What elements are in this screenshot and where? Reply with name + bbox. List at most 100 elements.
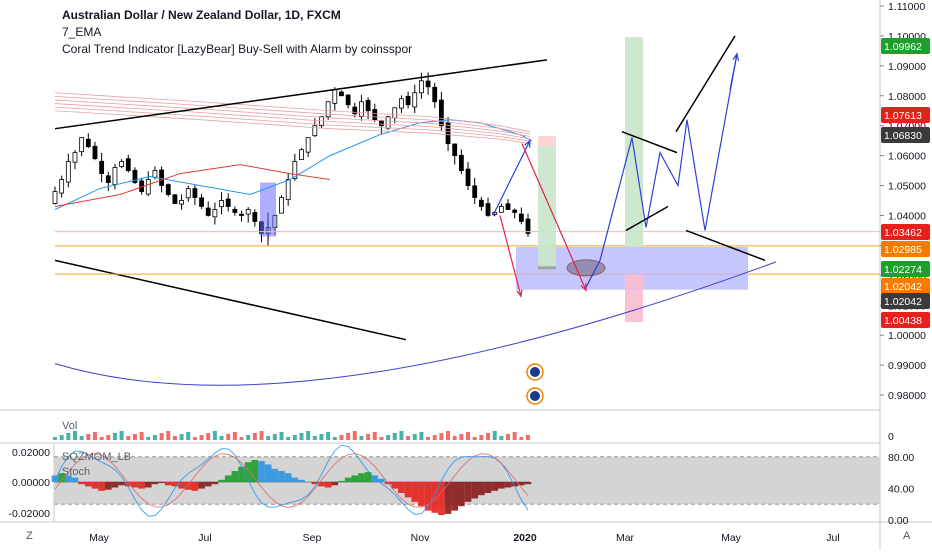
- candle-body: [379, 120, 384, 127]
- volume-bar: [272, 434, 277, 440]
- channel-line: [685, 229, 766, 262]
- candle-body: [152, 170, 158, 178]
- volume-bar: [439, 433, 444, 440]
- osc-right-tick-label: 0.00: [888, 515, 909, 527]
- indicator-coral-label: Coral Trend Indicator [LazyBear] Buy-Sel…: [62, 42, 413, 56]
- candle-body: [85, 138, 91, 148]
- volume-bar: [146, 437, 151, 440]
- squeeze-bar: [318, 482, 325, 487]
- volume-bar: [446, 431, 451, 440]
- price-tick-label: 1.08000: [888, 91, 926, 103]
- candle-body: [465, 168, 471, 186]
- squeeze-bar: [231, 471, 239, 482]
- arrow-down-2: [521, 143, 587, 291]
- squeeze-bar: [131, 482, 139, 488]
- arrow-up-1: [492, 140, 531, 216]
- candle-body: [365, 99, 371, 112]
- coral-ribbon-line: [54, 92, 531, 133]
- volume-bar: [319, 434, 324, 440]
- candle-body: [225, 198, 231, 207]
- volume-bar: [339, 435, 344, 440]
- squeeze-bar: [311, 482, 319, 485]
- arrow-down-1: [499, 215, 522, 297]
- stoch-d-line: [54, 453, 529, 508]
- channel-line: [621, 130, 678, 154]
- candle-body: [339, 91, 344, 97]
- squeeze-bar: [191, 482, 199, 491]
- volume-bar: [66, 433, 71, 440]
- volume-bar: [246, 435, 251, 440]
- osc-left-tick-label: 0.02000: [12, 447, 50, 459]
- candle-body: [212, 209, 218, 218]
- volume-bar: [406, 436, 411, 440]
- channel-line: [625, 205, 669, 232]
- volume-bar: [199, 435, 204, 440]
- candle-body: [285, 179, 291, 200]
- candle-body: [59, 179, 65, 194]
- squeeze-bar: [491, 482, 499, 491]
- squeeze-bar: [464, 482, 472, 502]
- arrow-down-2-head: [580, 283, 587, 292]
- volume-bar: [286, 437, 291, 440]
- candle-body: [79, 137, 85, 153]
- volume-bar: [526, 435, 530, 440]
- time-tick-label: May: [89, 532, 110, 544]
- volume-bar: [479, 435, 484, 440]
- nav-right-button[interactable]: A: [903, 530, 911, 542]
- candle-body: [299, 149, 304, 161]
- squeeze-bar: [98, 482, 105, 491]
- price-badge-label: 1.03462: [884, 227, 922, 239]
- volume-bar: [53, 437, 57, 440]
- osc-left-tick-label: -0.02000: [9, 508, 51, 520]
- candle-body: [65, 161, 71, 183]
- candle-body: [245, 209, 251, 215]
- squeeze-bar: [78, 482, 85, 485]
- candle-body: [252, 212, 258, 222]
- squeeze-bar: [104, 482, 112, 490]
- squeeze-bar: [451, 482, 459, 511]
- volume-bar: [432, 435, 437, 440]
- candle-body: [352, 106, 358, 115]
- candle-body: [232, 208, 238, 213]
- highlight-zone: [260, 182, 276, 237]
- volume-bar: [359, 436, 364, 440]
- volume-bar: [226, 434, 231, 440]
- volume-bar: [512, 432, 517, 440]
- price-badge-label: 1.06830: [884, 130, 922, 142]
- price-badge-label: 1.02042: [884, 296, 922, 308]
- nav-left-button[interactable]: Z: [26, 530, 33, 542]
- price-tick-label: 1.06000: [888, 151, 926, 163]
- squeeze-bar: [458, 482, 465, 507]
- squeeze-bar: [444, 482, 452, 514]
- squeeze-bar: [438, 482, 445, 515]
- long-entry: [538, 266, 556, 270]
- volume-bar: [506, 434, 511, 440]
- candle-body: [512, 209, 518, 213]
- price-tick-label: 1.00000: [888, 330, 926, 342]
- squeeze-bar: [118, 482, 125, 486]
- upper-trendline: [54, 59, 548, 130]
- candle-body: [199, 197, 204, 207]
- ema-red-line: [54, 164, 331, 207]
- candle-body: [312, 125, 318, 137]
- price-badge-label: 1.02985: [884, 244, 922, 256]
- squeeze-bar: [511, 482, 519, 487]
- long-sl-rect: [538, 136, 556, 146]
- au-flag-icon: [530, 391, 540, 401]
- volume-bars-group: [53, 431, 530, 440]
- price-badge: [881, 38, 930, 54]
- squeeze-bar: [144, 482, 152, 488]
- candle-body: [92, 145, 98, 160]
- stoch-pane-label: Stoch: [62, 466, 91, 478]
- volume-bar: [326, 432, 331, 440]
- volume-bar: [332, 437, 337, 440]
- time-tick-label: Sep: [303, 532, 322, 544]
- volume-bar: [259, 431, 264, 440]
- squeeze-bar: [158, 482, 165, 484]
- indicator-ema-label: 7_EMA: [62, 25, 102, 39]
- candle-body: [219, 200, 224, 208]
- volume-bar: [239, 437, 244, 440]
- price-badge-label: 1.09962: [884, 41, 922, 53]
